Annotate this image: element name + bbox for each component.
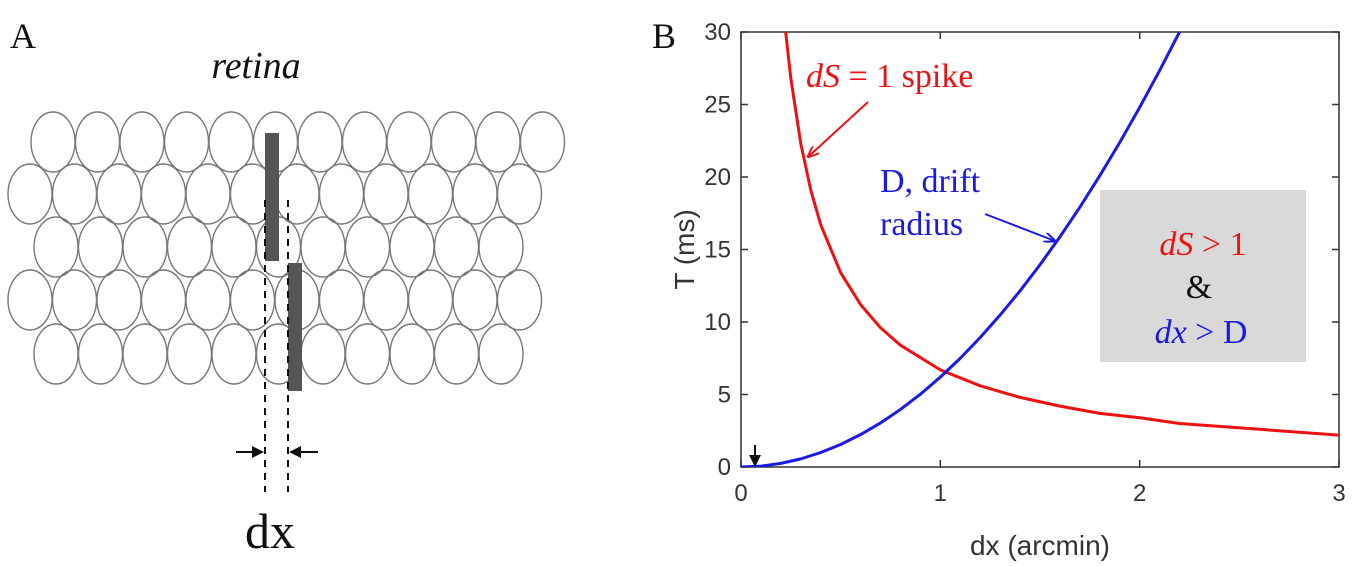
annotation-ds-spike: dS = 1 spike	[806, 58, 973, 95]
retina-cell	[211, 216, 257, 278]
retina-cell	[208, 111, 254, 173]
series-line-spike	[784, 32, 1339, 437]
y-tick-label: 5	[718, 382, 731, 409]
x-tick-label: 1	[934, 480, 947, 507]
series-line-drift	[741, 32, 1182, 467]
condition-box-dx-rest: > D	[1187, 314, 1248, 351]
condition-box-ds: dS	[1159, 226, 1193, 263]
stimulus-bar-upper	[265, 133, 279, 261]
retina-cell	[341, 111, 388, 173]
retina-cell	[122, 323, 168, 385]
retina-cell	[452, 163, 498, 225]
retina-cell	[389, 323, 435, 385]
retina-cell	[297, 111, 343, 173]
retina-cell	[300, 216, 346, 278]
retina-cell	[185, 269, 231, 331]
retina-cell-grid	[7, 111, 566, 385]
y-tick-label: 30	[704, 19, 731, 46]
retina-cell	[363, 163, 409, 225]
retina-cell	[318, 163, 365, 225]
x-tick-label: 0	[734, 480, 747, 507]
retina-cell	[344, 216, 391, 278]
y-tick-label: 15	[704, 237, 731, 264]
retina-cell	[430, 111, 477, 173]
retina-cell	[51, 269, 98, 331]
retina-cell	[33, 216, 79, 278]
panel-a: A retina dx	[7, 16, 566, 559]
retina-cell	[433, 216, 480, 278]
retina-cell	[74, 111, 121, 173]
retina-cell	[300, 323, 346, 385]
annotation-drift-line2: radius	[880, 206, 963, 243]
x-tick-label: 3	[1332, 480, 1345, 507]
retina-cell	[475, 111, 521, 173]
retina-cell	[407, 163, 454, 225]
condition-box-ampersand: &	[1186, 269, 1212, 306]
retina-cell	[77, 323, 124, 385]
retina-cell	[30, 111, 76, 173]
condition-box-line1: dS > 1	[1159, 226, 1246, 263]
panel-b-label: B	[652, 16, 676, 56]
retina-cell	[166, 323, 213, 385]
retina-cell	[211, 323, 257, 385]
y-tick-label: 25	[704, 92, 731, 119]
retina-cell	[496, 163, 543, 225]
retina-cell	[96, 163, 142, 225]
origin-arrow-marker	[749, 445, 761, 467]
annotation-ds-rest: = 1 spike	[840, 58, 973, 95]
stimulus-bar-lower	[288, 263, 302, 391]
retina-cell	[185, 163, 231, 225]
condition-box	[1100, 190, 1306, 362]
y-tick-label: 0	[718, 454, 731, 481]
retina-cell	[452, 269, 498, 331]
retina-cell	[51, 163, 98, 225]
retina-cell	[77, 216, 124, 278]
retina-cell	[433, 323, 480, 385]
retina-cell	[363, 269, 409, 331]
retina-cell	[140, 269, 187, 331]
retina-cell	[344, 323, 391, 385]
retina-cell	[7, 269, 53, 331]
y-axis-label: T (ms)	[669, 209, 700, 289]
retina-cell	[7, 163, 53, 225]
x-axis-label: dx (arcmin)	[970, 530, 1110, 561]
condition-box-dx: dx	[1155, 314, 1187, 351]
y-tick-label: 20	[704, 164, 731, 191]
retina-cell	[478, 216, 524, 278]
y-tick-label: 10	[704, 309, 731, 336]
retina-cell	[389, 216, 435, 278]
x-tick-label: 2	[1133, 480, 1146, 507]
dx-arrow-right	[289, 446, 318, 458]
retina-cell	[166, 216, 213, 278]
retina-cell	[140, 163, 187, 225]
retina-cell	[119, 111, 165, 173]
retina-cell	[33, 323, 79, 385]
panel-a-label: A	[10, 16, 36, 56]
retina-cell	[318, 269, 365, 331]
dx-label: dx	[245, 503, 295, 559]
retina-cell	[386, 111, 432, 173]
retina-cell	[122, 216, 168, 278]
chart-series	[741, 32, 1339, 467]
retina-cell	[96, 269, 142, 331]
condition-box-line3: dx > D	[1155, 314, 1248, 351]
retina-cell	[496, 269, 543, 331]
retina-cell	[407, 269, 454, 331]
annotation-ds-italic: dS	[806, 58, 840, 95]
retina-cell	[274, 163, 320, 225]
retina-cell	[519, 111, 566, 173]
annotation-drift-line1: D, drift	[880, 163, 981, 200]
condition-box-ds-rest: > 1	[1193, 226, 1246, 263]
dx-arrow-left	[236, 446, 264, 458]
annotation-drift-arrow	[984, 213, 1055, 241]
retina-cell	[478, 323, 524, 385]
annotation-ds-arrow	[808, 101, 869, 157]
retina-cell	[229, 269, 276, 331]
retina-cell	[163, 111, 210, 173]
retina-title: retina	[211, 45, 300, 87]
